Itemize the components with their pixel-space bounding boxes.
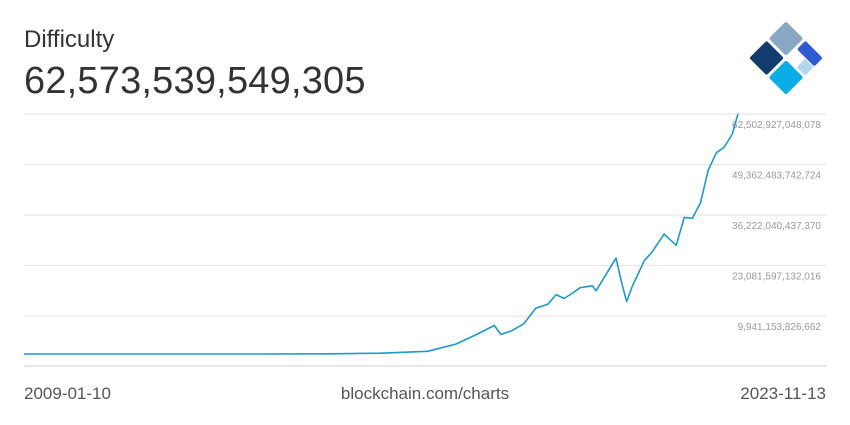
y-tick-label: 49,362,483,742,724 (732, 171, 821, 182)
chart-title: Difficulty (24, 26, 115, 53)
y-tick-label: 23,081,597,132,016 (732, 272, 821, 283)
logo-tile-left (750, 41, 784, 75)
x-end-label: 2023-11-13 (740, 384, 826, 403)
series-group (24, 113, 739, 355)
logo-tile-top (769, 22, 803, 56)
difficulty-series-line (24, 113, 739, 355)
y-tick-label: 36,222,040,437,370 (732, 221, 821, 232)
y-tick-labels: 9,941,153,826,662 23,081,597,132,016 36,22… (732, 120, 821, 333)
logo-tile-right-top (797, 41, 822, 66)
y-tick-label: 9,941,153,826,662 (738, 322, 822, 333)
logo-tile-right-mid (797, 59, 813, 75)
y-tick-label: 62,502,927,048,078 (732, 120, 821, 131)
current-value: 62,573,539,549,305 (24, 60, 366, 102)
grid-lines (24, 113, 826, 367)
x-start-label: 2009-01-10 (24, 384, 111, 403)
logo-tile-bottom (769, 60, 803, 94)
source-link[interactable]: blockchain.com/charts (340, 384, 510, 403)
blockchain-logo-icon (750, 22, 822, 94)
